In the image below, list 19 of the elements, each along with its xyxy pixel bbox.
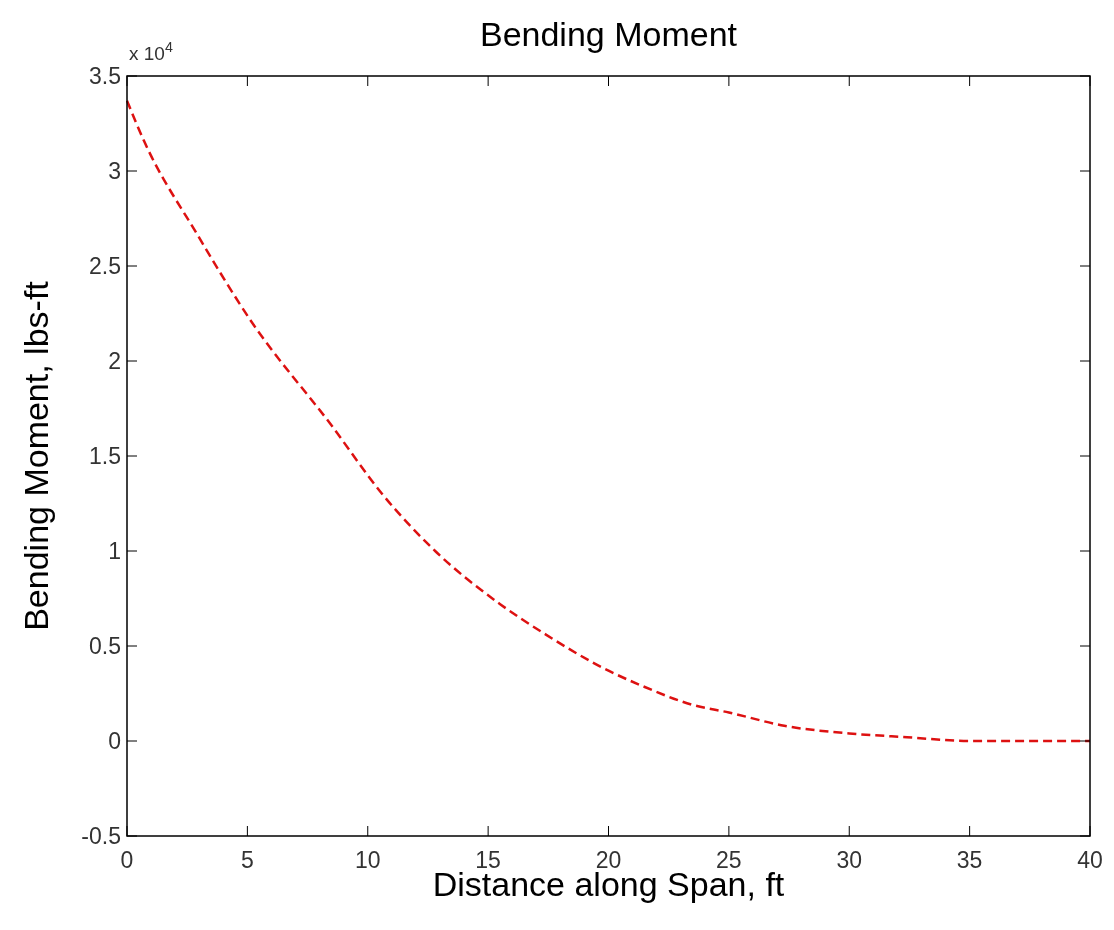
x-tick-label: 20 bbox=[595, 847, 622, 873]
text: x 10$^{4}$ bbox=[129, 39, 173, 64]
y-tick-label: 3 bbox=[108, 158, 121, 184]
x-tick-label: 35 bbox=[956, 847, 983, 873]
x-tick-label: 40 bbox=[1077, 847, 1103, 873]
x-tick-label: 10 bbox=[354, 847, 381, 873]
y-tick-label: 2 bbox=[108, 348, 121, 374]
y-tick-label: 2.5 bbox=[89, 253, 121, 279]
chart-title: Bending Moment bbox=[479, 15, 738, 53]
y-tick-label: -0.5 bbox=[81, 823, 121, 849]
y-tick-label: 0.5 bbox=[89, 633, 121, 659]
y-tick-label: 1 bbox=[108, 538, 121, 564]
y-tick-label: 3.5 bbox=[89, 63, 121, 89]
y-tick-label: 1.5 bbox=[89, 443, 121, 469]
x-tick-label: 30 bbox=[836, 847, 863, 873]
x-tick-label: 25 bbox=[716, 847, 742, 873]
y-axis-title: Bending Moment, lbs-ft bbox=[17, 280, 55, 631]
x-tick-label: 5 bbox=[240, 847, 254, 873]
y-tick-label: 0 bbox=[108, 728, 121, 754]
